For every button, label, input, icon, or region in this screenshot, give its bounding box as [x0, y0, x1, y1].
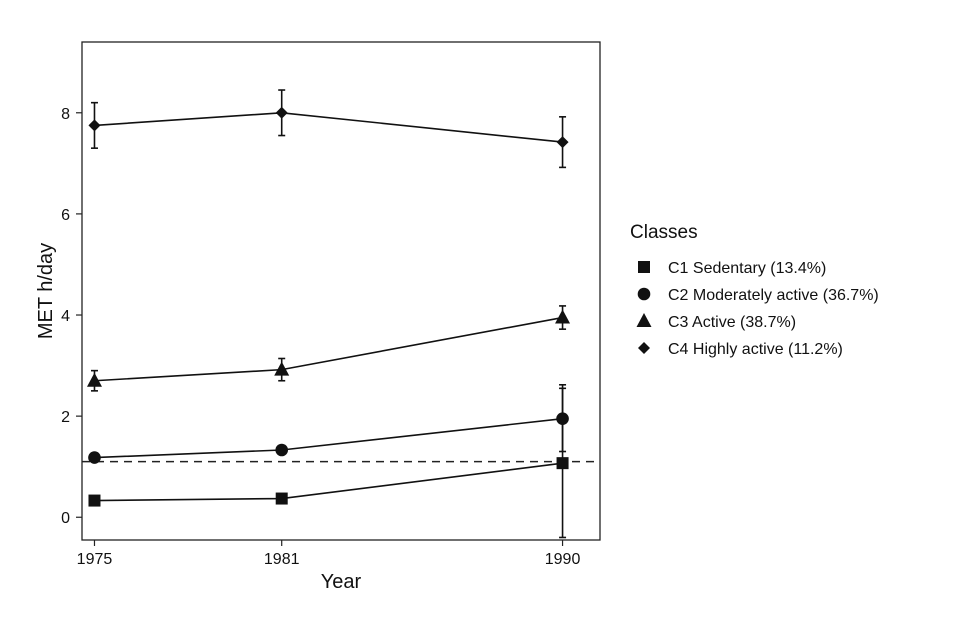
legend-label: C2 Moderately active (36.7%) [668, 287, 879, 304]
data-point-diamond [556, 136, 569, 149]
plot-layer [82, 89, 600, 539]
x-axis-title: Year [321, 571, 362, 593]
data-point-diamond [88, 119, 101, 132]
legend-title: Classes [630, 222, 698, 243]
series-1 [88, 387, 569, 539]
axis-layer: 1975 1981 1990 0 2 4 6 8 [61, 106, 580, 568]
legend-key-diamond [638, 342, 650, 354]
x-tick-label: 1990 [545, 551, 581, 568]
legend-label: C1 Sedentary (13.4%) [668, 260, 826, 277]
legend-key-circle [637, 287, 651, 301]
x-tick-label: 1981 [264, 551, 300, 568]
series-3 [86, 305, 571, 392]
plot-panel-border [81, 41, 601, 541]
series-line [94, 462, 563, 502]
y-axis-title: MET h/day [35, 243, 57, 339]
legend-label: C3 Active (38.7%) [668, 314, 796, 331]
data-point-square [556, 457, 569, 470]
data-point-circle [88, 451, 101, 464]
series-line [94, 316, 563, 382]
series-4 [88, 89, 569, 169]
data-point-circle [556, 412, 569, 425]
data-point-triangle [86, 372, 102, 387]
legend-key-square [638, 261, 650, 273]
data-point-triangle [274, 361, 290, 376]
y-tick-label: 4 [61, 308, 70, 325]
data-point-square [88, 494, 101, 507]
series-line [94, 417, 563, 459]
data-point-triangle [555, 309, 571, 324]
legend-key-triangle [636, 313, 652, 327]
data-point-diamond [275, 106, 288, 119]
x-tick-label: 1975 [77, 551, 113, 568]
y-tick-label: 0 [61, 510, 70, 527]
y-tick-label: 2 [61, 409, 70, 426]
data-point-circle [275, 443, 289, 457]
series-line [94, 111, 563, 143]
y-tick-label: 6 [61, 207, 70, 224]
legend-label: C4 Highly active (11.2%) [668, 341, 843, 358]
data-point-square [275, 492, 288, 505]
legend: Classes C1 Sedentary (13.4%) C2 Moderatel… [630, 222, 879, 358]
y-tick-label: 8 [61, 106, 70, 123]
series-2 [88, 383, 569, 464]
